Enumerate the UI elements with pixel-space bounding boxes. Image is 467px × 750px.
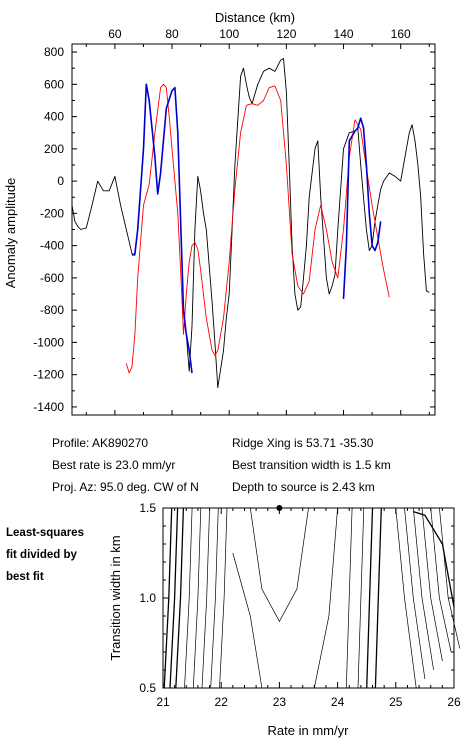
side-note-line: best fit [6,571,44,583]
side-note: Least-squares fit divided by best fit [6,522,84,588]
y-tick-label: 200 [44,142,64,156]
depth-text: Depth to source is 2.43 km [232,480,375,494]
y-tick-label: 0.5 [139,681,156,695]
contour-chart: 21 22 23 24 25 26 0.5 1.0 1.5 Rate in mm/yr Tran… [108,501,461,738]
contour-line [232,552,263,689]
best-rate-text: Best rate is 23.0 mm/yr [52,458,176,472]
x-axis-label: Distance (km) [215,10,295,25]
x-tick-label: 120 [276,27,296,41]
contour-line [249,507,309,623]
side-note-line: Least-squares [6,527,84,539]
contour-line [313,507,338,689]
top-chart-ticks: 60 80 100 120 140 160 800 600 400 200 0 -200 -400 -60… [33,27,435,415]
y-tick-label: 1.0 [139,591,156,605]
y-axis-label: Anomaly amplitude [3,178,18,289]
anomaly-profile-chart: Distance (km) Anomaly amplitude 60 80 100 1… [3,10,436,416]
y-tick-label: 0 [57,174,64,188]
contour-line [404,507,426,680]
side-note-line: fit divided by [6,549,77,561]
y-tick-label: -1200 [33,368,64,382]
y-tick-label: -400 [40,239,64,253]
x-tick-label: 24 [331,695,345,709]
bottom-chart-ticks: 21 22 23 24 25 26 0.5 1.0 1.5 [139,501,461,709]
series-line-1 [71,58,430,389]
contour-line [357,507,365,689]
contour-line [184,507,193,689]
contour-line [345,507,353,689]
contour-line [421,507,443,662]
y-tick-label: -600 [40,271,64,285]
x-tick-label: 60 [108,27,122,41]
x-tick-label: 22 [215,695,229,709]
x-tick-label: 160 [391,27,411,41]
contour-line [395,507,417,689]
contour-lines [163,507,461,689]
x-tick-label: 25 [389,695,403,709]
x-axis-label: Rate in mm/yr [268,723,350,738]
x-tick-label: 26 [447,695,461,709]
x-tick-label: 80 [165,27,179,41]
y-tick-label: 600 [44,77,64,91]
series-line-3 [131,83,193,374]
top-chart-frame [71,43,436,416]
contour-line [219,507,228,689]
x-tick-label: 21 [156,695,170,709]
top-chart-series [71,58,430,389]
y-tick-label: -800 [40,303,64,317]
y-tick-label: -1400 [33,400,64,414]
series-line-4 [342,117,382,299]
best-transition-text: Best transition width is 1.5 km [232,458,391,472]
ridge-xing-text: Ridge Xing is 53.71 -35.30 [232,436,374,450]
bottom-chart-frame [162,507,455,689]
best-fit-marker [276,505,283,511]
x-tick-label: 100 [219,27,239,41]
y-tick-label: 400 [44,110,64,124]
contour-line [412,507,434,671]
contour-line [210,507,219,689]
y-axis-label: Transition width in km [108,535,123,660]
profile-text: Profile: AK890270 [52,436,149,450]
contour-line [366,507,374,689]
contour-line [439,507,461,649]
y-tick-label: -1000 [33,335,64,349]
y-tick-label: 800 [44,45,64,59]
series-line-2 [125,83,390,374]
contour-line [192,507,202,689]
contour-line [413,510,455,608]
contour-line [175,507,185,689]
x-tick-label: 140 [334,27,354,41]
contour-line [374,507,382,689]
y-tick-label: 1.5 [139,501,156,515]
contour-line [169,507,179,689]
y-tick-label: -200 [40,206,64,220]
x-tick-label: 23 [273,695,287,709]
proj-az-text: Proj. Az: 95.0 deg. CW of N [52,480,199,494]
contour-line [430,507,452,653]
contour-line [201,507,210,689]
